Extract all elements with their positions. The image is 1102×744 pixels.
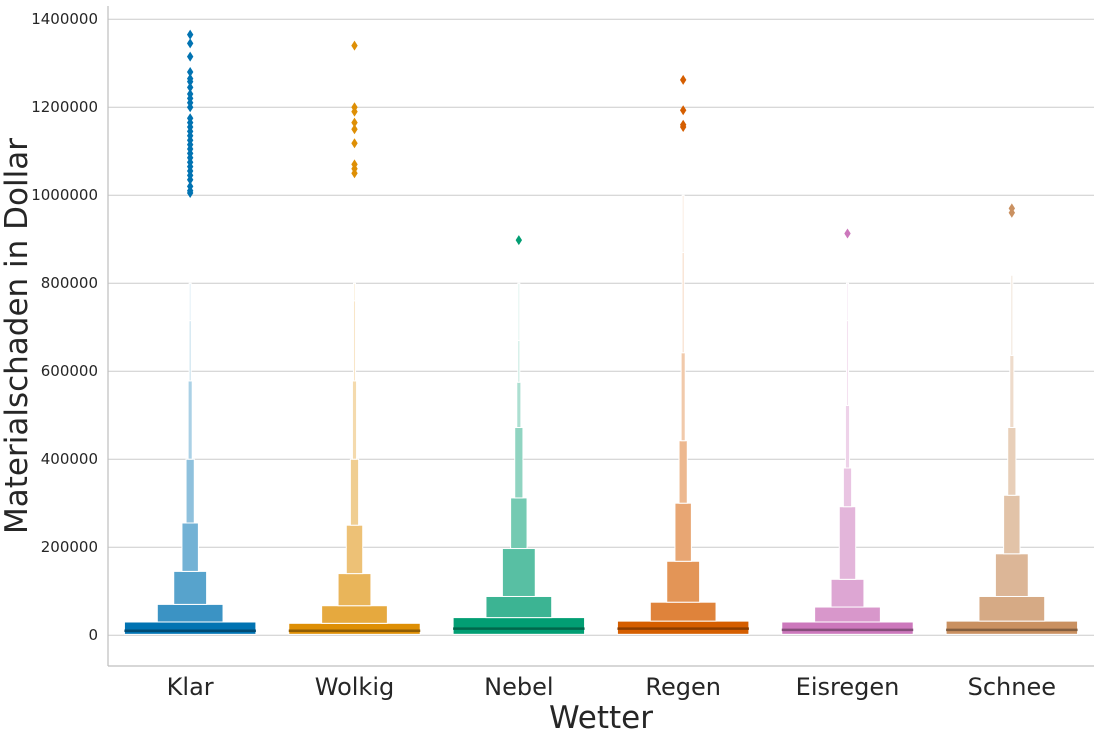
- outlier-point: [679, 74, 687, 85]
- outlier-point: [186, 67, 194, 77]
- boxen-series: [288, 40, 421, 635]
- boxen-box: [830, 578, 865, 608]
- x-tick-label: Nebel: [484, 673, 553, 701]
- outlier-point: [186, 38, 194, 49]
- boxen-box: [514, 427, 524, 499]
- y-tick-label: 1200000: [31, 98, 98, 116]
- x-tick-label: Klar: [167, 673, 214, 701]
- y-tick-label: 0: [88, 626, 98, 644]
- y-tick-label: 800000: [41, 274, 98, 292]
- outlier-point: [1008, 203, 1016, 214]
- boxen-layer: [123, 29, 1079, 635]
- outlier-point: [186, 181, 194, 192]
- boxen-box: [681, 194, 685, 253]
- boxen-box: [188, 320, 192, 382]
- outlier-point: [679, 119, 687, 130]
- boxen-box: [516, 381, 522, 429]
- boxen-series: [616, 74, 750, 635]
- boxen-box: [510, 497, 528, 550]
- outlier-point: [186, 51, 194, 62]
- outlier-point: [351, 117, 358, 128]
- boxen-box: [181, 522, 199, 572]
- boxen-box: [846, 282, 849, 322]
- outlier-point: [351, 138, 358, 149]
- boxen-box: [485, 595, 553, 619]
- boxen-box: [123, 621, 257, 635]
- boxen-series: [945, 203, 1079, 635]
- boxen-box: [352, 300, 357, 382]
- boxen-box: [188, 282, 192, 322]
- boxen-box: [838, 506, 857, 580]
- y-tick-label: 1400000: [31, 10, 98, 28]
- boxen-box: [501, 548, 536, 597]
- outlier-point: [186, 73, 194, 84]
- x-axis-label: Wetter: [549, 700, 653, 736]
- boxen-box: [678, 440, 688, 504]
- boxen-series: [452, 235, 586, 635]
- boxen-box: [681, 251, 685, 354]
- outlier-point: [186, 89, 194, 99]
- boxen-series: [123, 29, 257, 635]
- boxen-box: [517, 339, 521, 383]
- boxen-box: [781, 621, 914, 635]
- y-tick-label: 1000000: [31, 186, 98, 204]
- boxen-box: [649, 601, 717, 622]
- x-tick-label: Regen: [645, 673, 721, 701]
- boxen-box: [173, 570, 208, 605]
- boxen-box: [666, 560, 701, 603]
- outlier-point: [186, 113, 194, 124]
- boxen-box: [674, 502, 692, 562]
- boxen-box: [156, 603, 224, 623]
- boxen-box: [814, 606, 881, 623]
- outlier-point: [351, 124, 358, 135]
- boxen-box: [994, 553, 1029, 597]
- axes: [107, 6, 1094, 667]
- boxen-box: [845, 320, 850, 407]
- boxen-box: [345, 524, 364, 575]
- boxen-box: [842, 467, 853, 508]
- boxen-box: [844, 405, 851, 469]
- boxen-box: [452, 617, 586, 635]
- boxen-box: [185, 458, 195, 524]
- boxen-box: [1009, 354, 1015, 429]
- boxen-box: [321, 605, 388, 624]
- y-tick-label: 600000: [41, 362, 98, 380]
- boxen-box: [349, 458, 360, 526]
- y-tick-label: 400000: [41, 450, 98, 468]
- outlier-point: [351, 40, 358, 51]
- outlier-point: [844, 228, 851, 239]
- y-axis-label: Materialschaden in Dollar: [0, 138, 35, 534]
- boxen-series: [781, 228, 914, 635]
- outlier-point: [515, 235, 523, 246]
- x-tick-label: Schnee: [968, 673, 1056, 701]
- boxen-box: [353, 282, 356, 302]
- x-tick-label: Eisregen: [796, 673, 900, 701]
- boxen-box: [288, 622, 421, 635]
- labels: 0 200000 400000 600000 800000 1000000 1200000 1…: [0, 10, 1056, 736]
- boxen-box: [978, 595, 1046, 622]
- boxen-box: [945, 620, 1079, 635]
- outlier-point: [186, 29, 194, 40]
- gridlines: [108, 18, 1094, 636]
- outlier-point: [351, 159, 358, 170]
- boxen-box: [1003, 494, 1021, 555]
- outlier-point: [186, 82, 194, 93]
- y-tick-label: 200000: [41, 538, 98, 556]
- x-tick-label: Wolkig: [315, 673, 394, 701]
- boxen-box: [1007, 427, 1017, 496]
- boxen-box: [1010, 274, 1014, 356]
- boxen-box: [187, 380, 193, 460]
- outlier-point: [679, 105, 687, 116]
- boxen-box: [351, 380, 358, 460]
- boxen-box: [680, 352, 686, 442]
- outlier-point: [351, 102, 358, 113]
- boxen-box: [337, 573, 372, 607]
- boxen-box: [517, 282, 521, 341]
